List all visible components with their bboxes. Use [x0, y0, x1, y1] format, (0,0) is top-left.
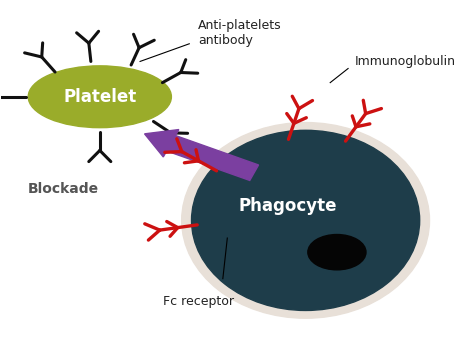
Text: Blockade: Blockade: [28, 182, 100, 195]
Text: Fc receptor: Fc receptor: [163, 294, 234, 308]
Ellipse shape: [308, 235, 366, 270]
FancyArrow shape: [145, 130, 258, 180]
Text: Phagocyte: Phagocyte: [238, 197, 337, 215]
Ellipse shape: [28, 66, 172, 128]
Circle shape: [191, 130, 419, 310]
Text: Immunoglobulin: Immunoglobulin: [355, 55, 456, 68]
Circle shape: [182, 122, 429, 318]
Text: Platelet: Platelet: [63, 88, 137, 106]
Text: Anti-platelets
antibody: Anti-platelets antibody: [198, 19, 282, 47]
